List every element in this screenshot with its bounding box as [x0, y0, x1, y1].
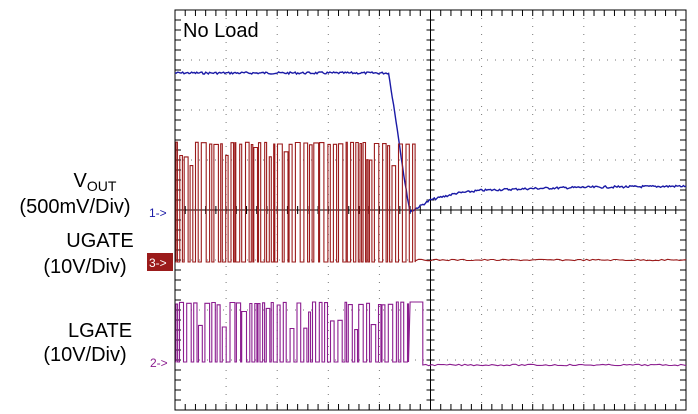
vout-name: VOUT: [73, 170, 117, 194]
vout-scale-label: (500mV/Div): [19, 196, 131, 218]
ugate-label: UGATE: [66, 230, 134, 252]
lgate-label: LGATE: [67, 320, 133, 342]
trace-layer: [174, 70, 687, 367]
trace-ugate: [175, 141, 687, 263]
channel-3-marker: 3->: [147, 253, 173, 271]
trace-vout: [174, 70, 687, 214]
chart-title: No Load: [183, 20, 259, 42]
channel-2-marker-text: 2->: [150, 356, 168, 370]
vout-label: VOUT: [25, 170, 165, 197]
channel-2-marker: 2->: [150, 356, 168, 370]
channel-3-marker-text: 3->: [149, 256, 167, 270]
trace-lgate: [175, 301, 687, 367]
lgate-scale-label: (10V/Div): [43, 344, 127, 366]
channel-markers: 1-> 3-> 2->: [147, 206, 173, 370]
channel-1-marker-text: 1->: [149, 206, 167, 220]
ugate-scale-label: (10V/Div): [43, 256, 127, 278]
channel-1-marker: 1->: [149, 206, 167, 220]
